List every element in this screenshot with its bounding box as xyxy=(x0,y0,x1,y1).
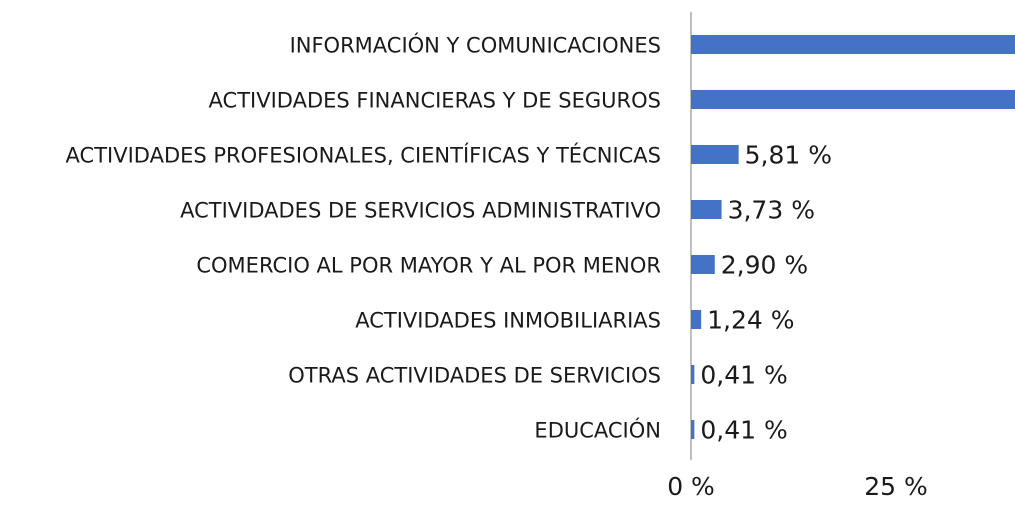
data-label: 5,81 % xyxy=(745,141,832,170)
bar xyxy=(691,35,1015,54)
x-tick-label: 0 % xyxy=(667,472,715,501)
category-label: OTRAS ACTIVIDADES DE SERVICIOS xyxy=(288,364,661,388)
category-label: ACTIVIDADES FINANCIERAS Y DE SEGUROS xyxy=(209,89,661,113)
bar xyxy=(691,420,695,439)
category-label: COMERCIO AL POR MAYOR Y AL POR MENOR xyxy=(196,254,661,278)
category-label: EDUCACIÓN xyxy=(534,418,661,443)
category-label: ACTIVIDADES PROFESIONALES, CIENTÍFICAS Y… xyxy=(66,143,661,168)
bar xyxy=(691,365,695,384)
data-label: 0,41 % xyxy=(700,361,787,390)
category-label: ACTIVIDADES INMOBILIARIAS xyxy=(355,309,661,333)
data-label: 0,41 % xyxy=(700,416,787,445)
bar xyxy=(691,255,715,274)
bar xyxy=(691,310,702,329)
data-label: 1,24 % xyxy=(707,306,794,335)
data-label: 3,73 % xyxy=(728,196,815,225)
x-tick-label: 25 % xyxy=(864,472,928,501)
category-label: INFORMACIÓN Y COMUNICACIONES xyxy=(290,33,661,58)
category-label: ACTIVIDADES DE SERVICIOS ADMINISTRATIVO xyxy=(180,199,661,223)
bar xyxy=(691,145,739,164)
data-label: 2,90 % xyxy=(721,251,808,280)
bar xyxy=(691,200,722,219)
bar xyxy=(691,90,1015,109)
